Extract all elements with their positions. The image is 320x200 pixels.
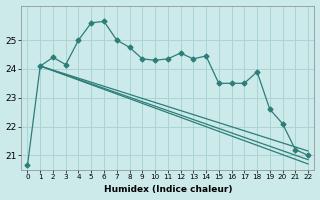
- X-axis label: Humidex (Indice chaleur): Humidex (Indice chaleur): [104, 185, 232, 194]
